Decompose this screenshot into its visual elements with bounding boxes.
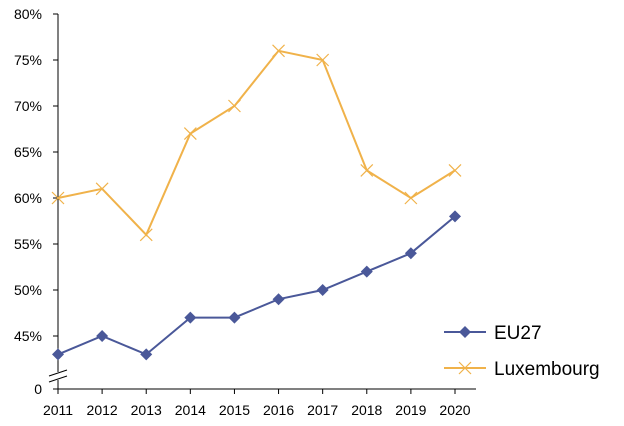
chart-axes [48,13,476,394]
axis-break-mark [48,369,68,377]
eu27-point [52,348,64,361]
x-tick-label: 2019 [395,402,426,418]
y-tick-label: 45% [14,328,42,344]
luxembourg-point [448,163,462,177]
x-tick-label: 2018 [351,402,382,418]
eu27-point [140,348,153,361]
series-layer [51,44,462,361]
y-tick-label: 70% [14,98,42,114]
eu27-point [96,330,109,342]
x-tick-label: 2016 [263,402,294,418]
x-tick-label: 2013 [131,402,162,418]
eu27-point [184,311,197,324]
luxembourg-point [458,361,472,375]
x-tick-label: 2012 [87,402,118,418]
y-tick-label: 65% [14,144,42,160]
luxembourg-point [404,191,418,205]
y-tick-label: 55% [14,236,42,252]
y-tick-labels: 80% 75% 70% 65% 60% 55% 50% 45% 0 [14,6,42,397]
eu27-point [228,311,241,324]
x-tick-label: 2017 [307,402,338,418]
y-tick-label: 0 [34,381,42,397]
luxembourg-point [139,228,153,242]
y-tick-label: 50% [14,282,42,298]
axis-break-mark [48,375,68,383]
legend-item-eu27: EU27 [444,323,542,344]
legend-label: EU27 [494,323,542,344]
luxembourg-point [360,163,374,177]
eu27-point [449,210,461,223]
eu27-point [316,284,329,296]
x-tick-label: 2020 [439,402,470,418]
eu27-series-line [57,215,456,356]
luxembourg-point [272,44,285,58]
legend: EU27 Luxembourg [444,323,600,380]
luxembourg-point [95,182,109,196]
luxembourg-series-line [57,49,456,237]
eu27-point [272,293,285,306]
x-tick-label: 2014 [175,402,206,418]
y-tick-label: 80% [14,6,42,22]
luxembourg-point [228,99,241,113]
eu27-point [459,326,471,338]
x-tick-label: 2015 [219,402,250,418]
x-tick-label: 2011 [43,402,73,418]
eu27-point [404,247,417,260]
legend-item-luxembourg: Luxembourg [444,359,600,380]
luxembourg-point [51,191,65,205]
y-tick-label: 60% [14,190,42,206]
x-tick-labels: 2011 2012 2013 2014 2015 2016 2017 2018 2019 2020 [43,402,471,418]
legend-label: Luxembourg [494,359,600,380]
luxembourg-point [316,53,330,67]
luxembourg-point [183,127,197,141]
eu27-point [360,265,373,278]
y-tick-label: 75% [14,52,42,68]
